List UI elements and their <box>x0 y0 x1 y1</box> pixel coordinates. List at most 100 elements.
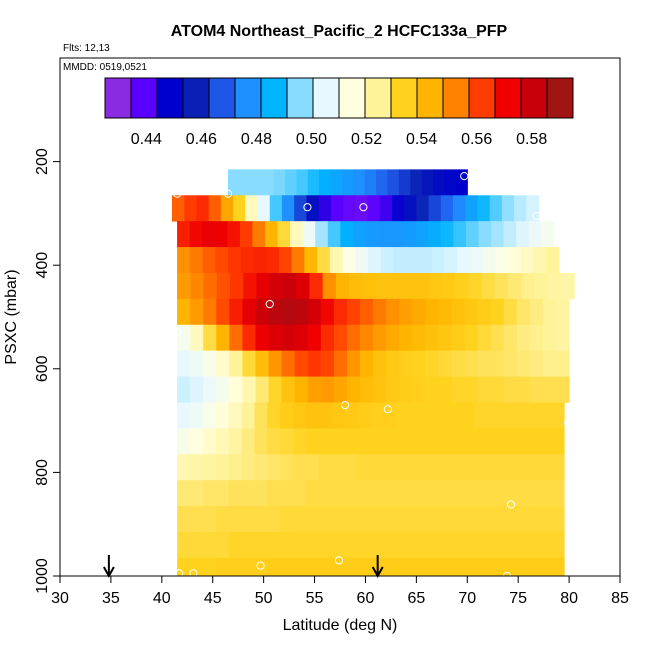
heatmap-cell <box>281 195 295 222</box>
heatmap-cell <box>357 480 372 507</box>
heatmap-cell <box>293 402 307 429</box>
heatmap-cell <box>190 298 204 326</box>
heatmap-cell <box>435 557 449 577</box>
heatmap-cell <box>460 506 475 533</box>
heatmap-cell <box>228 506 243 533</box>
heatmap-cell <box>269 272 284 300</box>
heatmap-cell <box>453 195 466 222</box>
heatmap-cell <box>355 195 369 222</box>
heatmap-cell <box>526 195 540 222</box>
heatmap-cell <box>203 350 217 377</box>
y-axis-title: PSXC (mbar) <box>3 269 20 364</box>
flight-markers <box>102 555 384 579</box>
heatmap-cell <box>546 247 560 274</box>
heatmap-cell <box>360 376 374 403</box>
heatmap-cell <box>447 480 462 507</box>
heatmap-cell <box>241 402 256 429</box>
heatmap-cell <box>280 506 294 533</box>
heatmap-cell <box>320 298 335 326</box>
colorbar-bin <box>105 78 132 118</box>
heatmap-cell <box>415 221 429 248</box>
heatmap-cell <box>386 324 400 352</box>
x-tick-label: 55 <box>306 590 324 607</box>
heatmap-cell <box>409 480 423 507</box>
heatmap-cell <box>302 221 316 248</box>
heatmap-cell <box>203 324 217 352</box>
heatmap-cell <box>189 480 204 507</box>
heatmap-cell <box>396 428 410 455</box>
heatmap-cell <box>315 221 329 248</box>
heatmap-cell <box>512 454 526 481</box>
heatmap-cell <box>499 531 514 559</box>
heatmap-cell <box>516 376 531 403</box>
heatmap-cell <box>254 428 268 455</box>
heatmap-cell <box>357 402 372 429</box>
colorbar-bin <box>547 78 574 118</box>
heatmap-cell <box>296 169 309 196</box>
colorbar-labels: 0.44 0.46 0.48 0.50 0.52 0.54 0.56 0.58 <box>131 131 548 148</box>
heatmap-cell <box>357 428 372 455</box>
heatmap-cell <box>406 247 420 274</box>
x-tick-label: 50 <box>255 590 273 607</box>
heatmap-cell <box>177 557 191 577</box>
heatmap-cell <box>228 531 243 559</box>
heatmap-cell <box>177 376 191 403</box>
heatmap-cell <box>331 506 346 533</box>
heatmap-cell <box>215 247 229 274</box>
heatmap-cell <box>428 221 442 248</box>
heatmap-cell <box>229 298 244 326</box>
x-tick-label: 40 <box>153 590 171 607</box>
colorbar-bin <box>261 78 288 118</box>
heatmap-cell <box>241 480 256 507</box>
heatmap-cell <box>189 506 204 533</box>
heatmap-cell <box>486 454 501 481</box>
heatmap-cell <box>538 454 552 481</box>
heatmap-cell <box>216 324 230 352</box>
x-axis-title: Latitude (deg N) <box>283 617 398 634</box>
heatmap-cell <box>280 557 294 577</box>
heatmap-cell <box>556 350 570 377</box>
heatmap-cell <box>494 272 509 300</box>
heatmap-cell <box>342 247 356 274</box>
x-tick-label: 70 <box>458 590 476 607</box>
colorbar-bin <box>209 78 236 118</box>
heatmap-cell <box>294 195 307 222</box>
heatmap-cell <box>344 428 359 455</box>
heatmap-cell <box>412 376 426 403</box>
heatmap-cell <box>386 376 400 403</box>
heatmap-cell <box>177 272 191 300</box>
colorbar-tick-label: 0.46 <box>186 131 217 148</box>
heatmap-cell <box>538 480 552 507</box>
heatmap-cell <box>242 350 257 377</box>
colorbar <box>104 77 574 119</box>
heatmap-cell <box>451 298 466 326</box>
heatmap-cell <box>525 402 539 429</box>
heatmap-cell <box>396 480 410 507</box>
heatmap-cell <box>341 169 354 196</box>
heatmap-cell <box>398 169 411 196</box>
heatmap-cell <box>344 506 359 533</box>
heatmap-cell <box>503 298 518 326</box>
heatmap-cell <box>541 221 555 248</box>
heatmap-cell <box>317 247 331 274</box>
heatmap-cell <box>333 376 348 403</box>
heatmap-cell <box>306 557 320 577</box>
heatmap-cell <box>241 454 256 481</box>
heatmap-cell <box>329 247 344 274</box>
heatmap-cell <box>331 454 346 481</box>
heatmap-cell <box>542 350 557 377</box>
heatmap-cell <box>215 454 230 481</box>
heatmap-cell <box>189 221 203 248</box>
heatmap-cell <box>254 557 268 577</box>
heatmap-cell <box>503 221 517 248</box>
heatmap-cell <box>516 221 530 248</box>
heatmap-cell <box>306 531 320 559</box>
heatmap-cell <box>438 298 453 326</box>
heatmap-cell <box>318 454 333 481</box>
heatmap-cell <box>556 298 570 326</box>
heatmap-cell <box>391 195 405 222</box>
heatmap-cell <box>189 402 204 429</box>
heatmap-cell <box>516 324 531 352</box>
heatmap-cell <box>399 376 413 403</box>
